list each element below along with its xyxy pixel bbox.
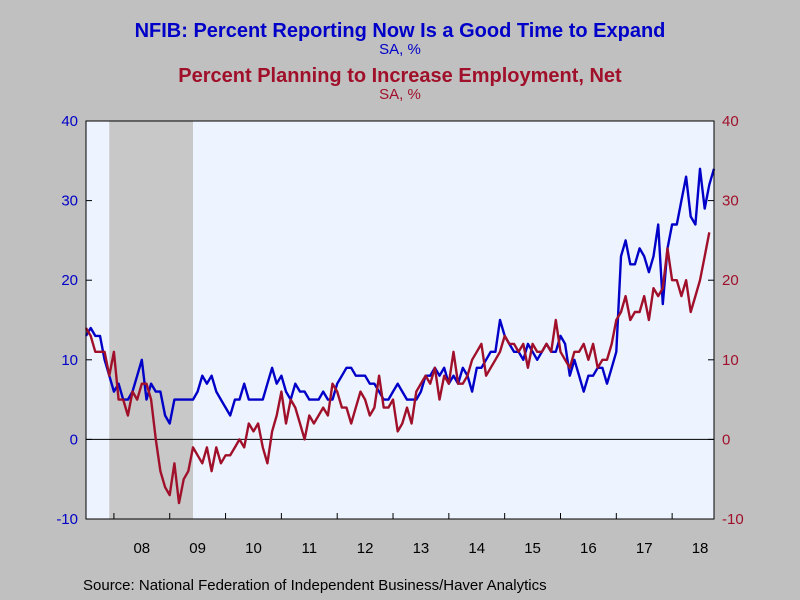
x-tick-label: 17 (636, 540, 653, 557)
x-tick-label: 10 (245, 540, 262, 557)
chart-title-series1: NFIB: Percent Reporting Now Is a Good Ti… (134, 20, 666, 42)
series-layer (84, 167, 716, 505)
y-tick-label-left: 20 (61, 272, 78, 289)
chart-subtitle-series2: SA, % (379, 86, 421, 103)
x-tick-label: 11 (301, 540, 317, 557)
y-tick-label-right: 20 (722, 272, 739, 289)
recession-shading (109, 121, 193, 519)
series-line-1 (84, 167, 716, 425)
x-tick-label: 16 (580, 540, 597, 557)
axis-ticks: -10 -10 0 0 10 10 20 20 30 30 40 40 08 09 10 11 12 13 14 15… (56, 113, 743, 557)
y-tick-label-right: 10 (722, 352, 739, 369)
y-tick-label-right: 30 (722, 193, 739, 210)
x-tick-label: 15 (524, 540, 541, 557)
y-tick-label-left: 30 (61, 193, 78, 210)
chart-title-series2: Percent Planning to Increase Employment,… (178, 65, 622, 87)
x-tick-label: 12 (357, 540, 374, 557)
y-tick-label-right: 0 (722, 431, 730, 448)
x-tick-label: 14 (468, 540, 485, 557)
y-tick-label-left: 40 (61, 113, 78, 130)
x-tick-label: 09 (189, 540, 206, 557)
x-tick-label: 13 (413, 540, 430, 557)
x-tick-label: 18 (692, 540, 709, 557)
series-line-2 (84, 232, 711, 505)
plot-border (85, 120, 715, 520)
x-tick-label: 08 (133, 540, 150, 557)
y-tick-label-left: -10 (56, 511, 78, 528)
y-tick-label-right: 40 (722, 113, 739, 130)
chart-subtitle-series1: SA, % (379, 41, 421, 58)
source-note: Source: National Federation of Independe… (83, 577, 547, 594)
y-tick-label-right: -10 (722, 511, 744, 528)
y-tick-label-left: 0 (70, 431, 78, 448)
y-tick-label-left: 10 (61, 352, 78, 369)
